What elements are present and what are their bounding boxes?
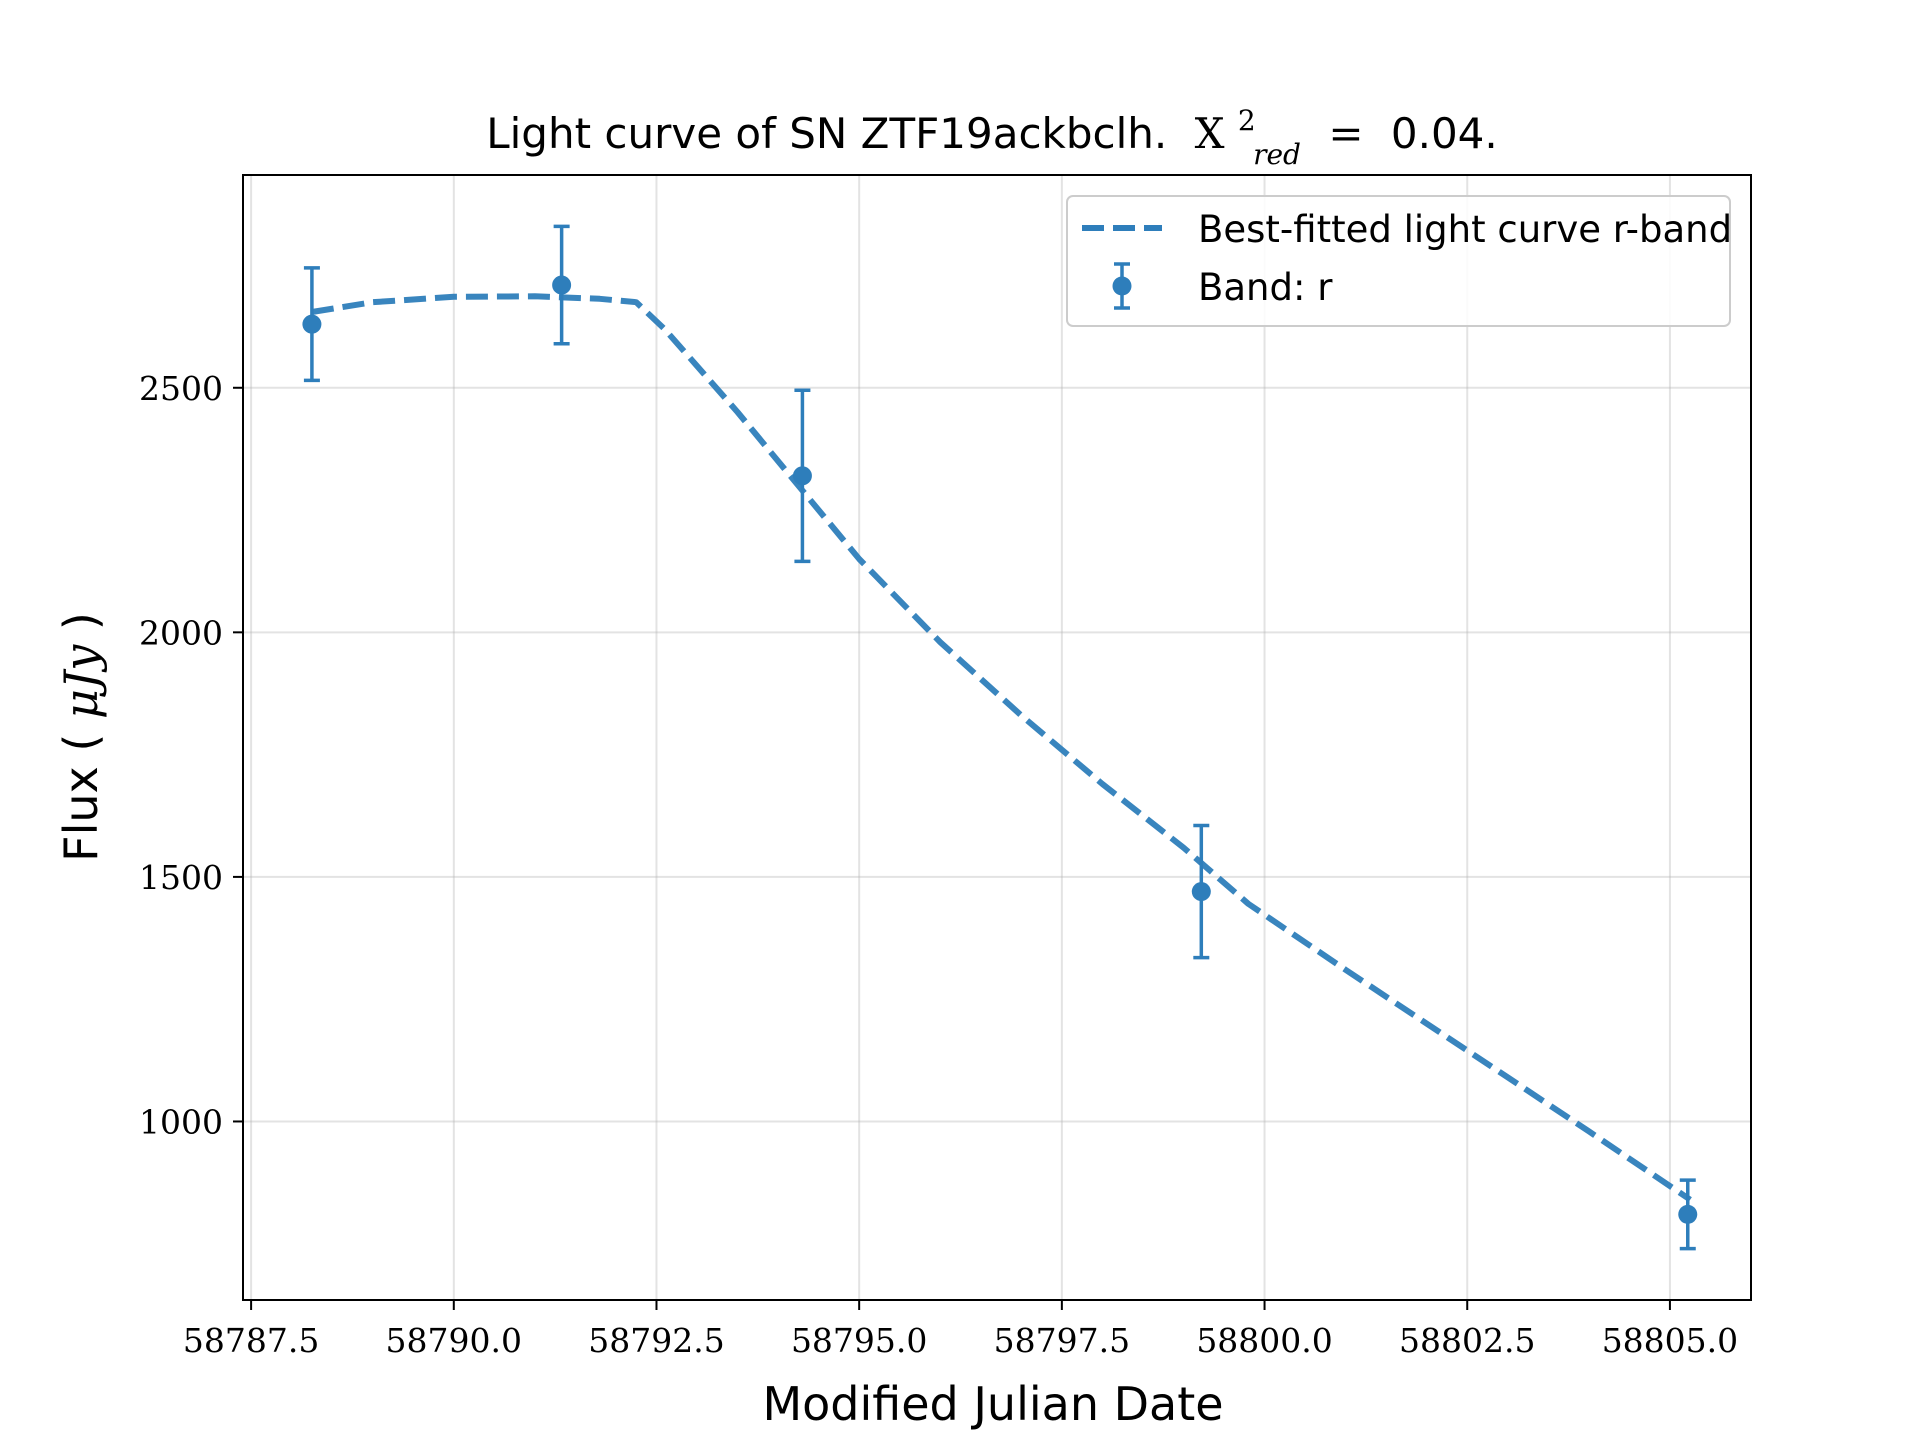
x-tick-label: 58790.0 xyxy=(386,1321,522,1360)
legend-point-marker xyxy=(1112,276,1132,296)
y-tick-label: 1500 xyxy=(139,858,223,897)
point-marker xyxy=(792,466,812,486)
plot-frame xyxy=(242,174,1752,1301)
data-point xyxy=(792,388,812,564)
data-point xyxy=(1678,1178,1698,1251)
legend-label-band: Band: r xyxy=(1198,266,1333,309)
x-tick-label: 58805.0 xyxy=(1602,1321,1738,1360)
y-tick-label: 2000 xyxy=(139,613,223,652)
chi-superscript: 2 xyxy=(1238,104,1256,137)
data-point xyxy=(1191,823,1211,960)
legend-errorbar-marker xyxy=(1112,262,1132,310)
x-tick-label: 58800.0 xyxy=(1196,1321,1332,1360)
data-points-layer xyxy=(302,224,1698,1251)
data-point xyxy=(552,224,572,346)
x-axis-label: Modified Julian Date xyxy=(762,1377,1223,1431)
y-axis-label-suffix: ) xyxy=(54,612,108,630)
chart-title: Light curve of SN ZTF19ackbclh. X 2 red … xyxy=(486,91,1498,174)
x-tick-label: 58797.5 xyxy=(994,1321,1130,1360)
x-tick-label: 58802.5 xyxy=(1399,1321,1535,1360)
legend: Best-fitted light curve r-band Band: r xyxy=(1066,195,1732,327)
chi-value: 0.04. xyxy=(1391,109,1498,158)
y-tick-label: 2500 xyxy=(139,369,223,408)
fit-curve xyxy=(311,293,1692,1203)
x-tick-label: 58787.5 xyxy=(183,1321,319,1360)
y-tick-label: 1000 xyxy=(139,1102,223,1141)
x-tick-label: 58795.0 xyxy=(791,1321,927,1360)
data-point xyxy=(302,266,322,383)
point-marker xyxy=(1678,1204,1698,1224)
y-axis-label-unit: μJy xyxy=(54,644,108,719)
chart-title-prefix: Light curve of SN ZTF19ackbclh. xyxy=(486,109,1167,158)
grid xyxy=(243,175,1751,1300)
point-marker xyxy=(302,314,322,334)
point-marker xyxy=(552,275,572,295)
y-axis-label-prefix: Flux ( xyxy=(54,734,108,862)
point-marker xyxy=(1191,882,1211,902)
y-axis-label: Flux ( μJy ) xyxy=(54,612,108,862)
y-axis-ticks: 1000 1500 2000 2500 xyxy=(139,369,243,1141)
legend-label-fit: Best-fitted light curve r-band xyxy=(1198,208,1732,251)
chi-symbol: X xyxy=(1195,109,1225,158)
x-tick-label: 58792.5 xyxy=(588,1321,724,1360)
legend-box xyxy=(1066,195,1731,327)
fit-curve-layer xyxy=(311,293,1692,1203)
title-equals: = xyxy=(1328,109,1363,158)
x-axis-ticks: 58787.5 58790.0 58792.5 58795.0 58797.5 58800… xyxy=(183,1300,1738,1360)
chi-subscript: red xyxy=(1253,138,1301,171)
